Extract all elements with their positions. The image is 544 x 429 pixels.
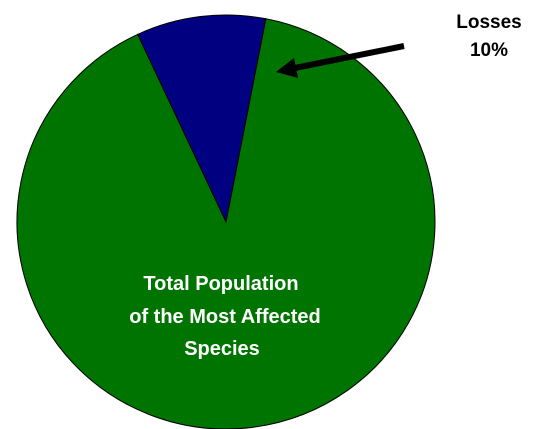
population-label-line-2: of the Most Affected (129, 306, 320, 328)
losses-percent-label: 10% (470, 40, 508, 61)
pie-slice-losses (137, 14, 267, 224)
population-label-line-1: Total Population (143, 273, 298, 295)
pie-slices (16, 14, 436, 429)
losses-label: Losses (456, 12, 521, 33)
callout-arrow-line (289, 43, 405, 72)
pie-slice-population (16, 18, 436, 429)
callout-arrow-head (276, 58, 298, 78)
callout-losses: Losses 10% (276, 12, 522, 78)
population-label: Total Population of the Most Affected Sp… (129, 273, 320, 360)
population-label-line-3: Species (184, 338, 260, 360)
